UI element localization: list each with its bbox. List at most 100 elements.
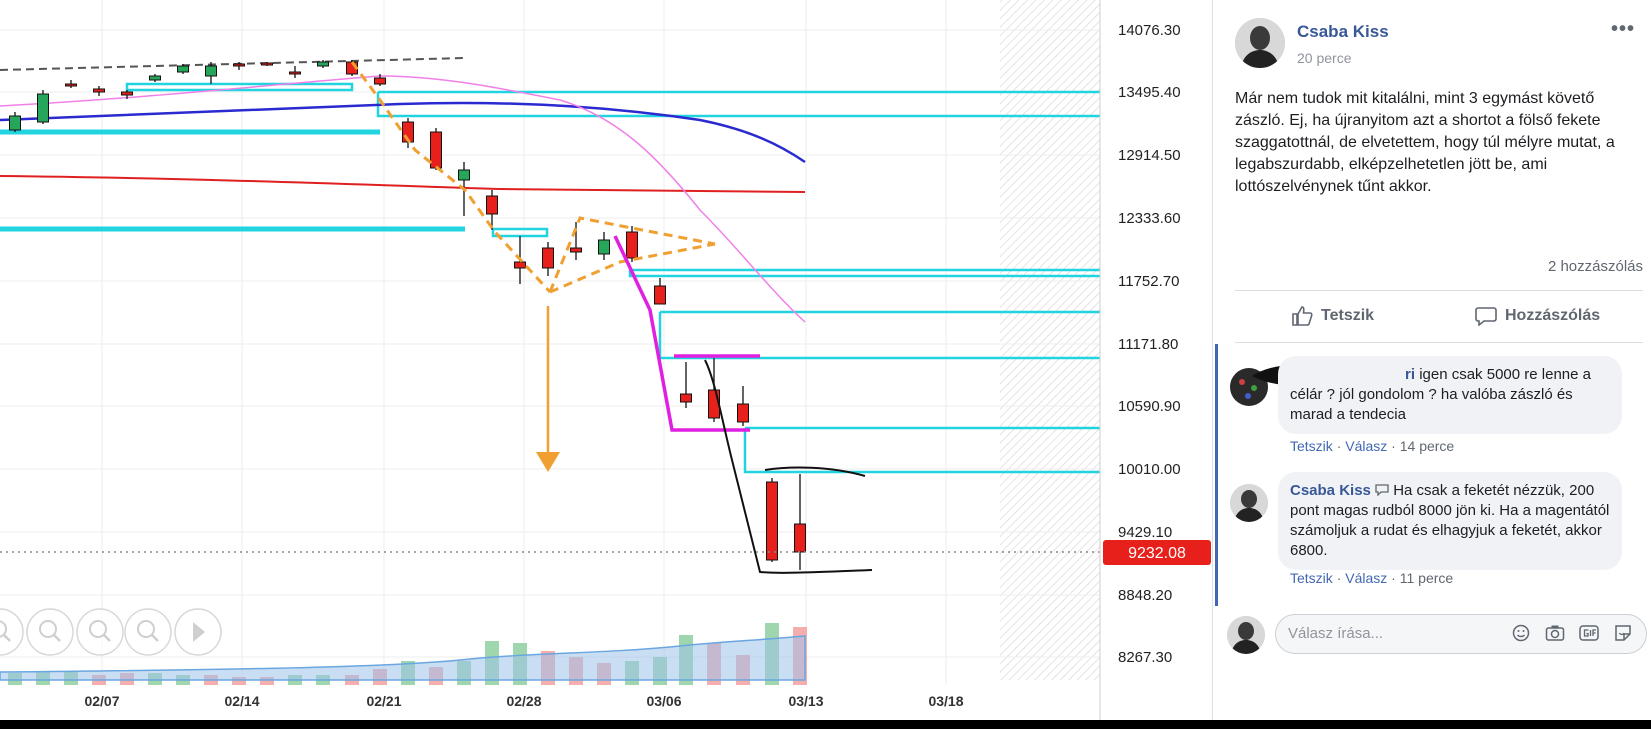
zoom-in-icon[interactable] bbox=[76, 608, 124, 656]
zone-small bbox=[491, 227, 549, 238]
commenter-name[interactable]: ri bbox=[1405, 366, 1416, 383]
speech-bubble-icon bbox=[1475, 307, 1497, 326]
comment-reply-link[interactable]: Válasz bbox=[1345, 438, 1388, 454]
commenter-avatar[interactable] bbox=[1230, 484, 1268, 522]
comment-like-link[interactable]: Tetszik bbox=[1290, 438, 1333, 454]
price-axis-label: 9429.10 bbox=[1118, 524, 1172, 541]
candle bbox=[177, 64, 189, 74]
post-body-text: Már nem tudok mit kitalálni, mint 3 egym… bbox=[1235, 90, 1615, 195]
candle bbox=[9, 112, 21, 132]
candle bbox=[121, 90, 133, 99]
stock-chart[interactable]: 14076.30 13495.40 12914.50 12333.60 11752.70… bbox=[0, 0, 1212, 720]
comment-like-link[interactable]: Tetszik bbox=[1290, 570, 1333, 586]
magenta-flag-pole bbox=[613, 235, 750, 432]
comment-item: Csaba Kiss Ha csak a feketét nézzük, 200… bbox=[1230, 472, 1650, 602]
date-axis-label: 02/07 bbox=[84, 693, 119, 709]
facebook-post-panel: Csaba Kiss 20 perce ••• Már nem tudok mi… bbox=[1212, 0, 1651, 720]
candle bbox=[374, 74, 386, 86]
red-moving-average bbox=[0, 175, 806, 193]
price-axis-label: 13495.40 bbox=[1118, 84, 1181, 101]
candle bbox=[598, 232, 610, 260]
divider bbox=[1235, 290, 1643, 291]
candle bbox=[402, 118, 414, 148]
comment-reply-link[interactable]: Válasz bbox=[1345, 570, 1388, 586]
candle bbox=[486, 190, 498, 230]
person-avatar-icon bbox=[1227, 616, 1265, 654]
person-avatar-icon bbox=[1230, 484, 1268, 522]
chart-grid bbox=[0, 0, 1100, 685]
date-axis-label: 03/13 bbox=[788, 693, 823, 709]
more-options-icon[interactable]: ••• bbox=[1610, 18, 1635, 40]
zoom-reset-icon[interactable] bbox=[26, 608, 74, 656]
sticker-icon[interactable] bbox=[1613, 624, 1633, 642]
date-axis-label: 02/21 bbox=[366, 693, 401, 709]
comment-meta: Tetszik · Válasz · 11 perce bbox=[1290, 570, 1454, 586]
zoom-out-icon[interactable] bbox=[0, 608, 24, 656]
zoom-fit-icon[interactable] bbox=[124, 608, 172, 656]
taskbar-strip bbox=[0, 720, 1651, 729]
zone-472 bbox=[743, 428, 1100, 474]
comment-item: ri igen csak 5000 re lenne a célár ? jól… bbox=[1230, 356, 1650, 476]
volume-bar bbox=[232, 677, 246, 685]
post-timestamp[interactable]: 20 perce bbox=[1297, 50, 1352, 66]
comment-bubble: Csaba Kiss Ha csak a feketét nézzük, 200… bbox=[1278, 472, 1622, 570]
candle bbox=[205, 62, 217, 84]
candle bbox=[317, 60, 329, 68]
candle bbox=[65, 80, 77, 88]
chart-toolbar bbox=[0, 608, 222, 656]
price-axis-label: 14076.30 bbox=[1118, 22, 1181, 39]
comment-text: Ha csak a feketét nézzük, 200 pont magas… bbox=[1290, 482, 1610, 559]
author-badge-icon bbox=[1375, 484, 1389, 497]
candle bbox=[261, 62, 273, 66]
emoji-icon[interactable] bbox=[1511, 624, 1531, 642]
price-axis-label: 8848.20 bbox=[1118, 587, 1172, 604]
candle bbox=[149, 74, 161, 82]
black-hand-drawn-flag bbox=[704, 359, 873, 574]
comment-bubble: ri igen csak 5000 re lenne a célár ? jól… bbox=[1278, 356, 1622, 434]
orange-target-arrow-head bbox=[536, 452, 560, 472]
like-button-label: Tetszik bbox=[1321, 307, 1375, 324]
gif-icon[interactable] bbox=[1579, 624, 1599, 642]
candle bbox=[737, 386, 749, 426]
author-avatar[interactable] bbox=[1235, 18, 1285, 68]
commenter-name[interactable]: Csaba Kiss bbox=[1290, 482, 1371, 499]
post-author-name[interactable]: Csaba Kiss bbox=[1297, 22, 1389, 41]
price-axis-label: 11752.70 bbox=[1118, 273, 1179, 290]
divider bbox=[1235, 342, 1643, 343]
black-dashed-trendline bbox=[0, 57, 466, 71]
candle bbox=[708, 358, 720, 422]
comment-time[interactable]: 14 perce bbox=[1399, 438, 1455, 454]
date-axis-label: 02/28 bbox=[506, 693, 541, 709]
comment-meta: Tetszik · Válasz · 14 perce bbox=[1290, 438, 1455, 454]
comment-time[interactable]: 11 perce bbox=[1399, 570, 1454, 586]
price-axis-label: 8267.30 bbox=[1118, 649, 1172, 666]
play-icon[interactable] bbox=[174, 608, 222, 656]
date-axis: 02/07 02/14 02/21 02/28 03/06 03/13 03/18 bbox=[84, 693, 963, 709]
candle bbox=[93, 86, 105, 96]
zone-mid-box bbox=[628, 270, 1100, 278]
thumbs-up-icon bbox=[1292, 306, 1313, 326]
comment-button-label: Hozzászólás bbox=[1505, 307, 1601, 324]
zone-top-box bbox=[376, 92, 1100, 118]
cyan-zones bbox=[0, 82, 1100, 474]
candle bbox=[37, 90, 49, 124]
candle bbox=[233, 62, 245, 70]
zone-1 bbox=[125, 82, 354, 92]
pink-moving-average bbox=[0, 75, 806, 323]
reply-row: Válasz írása... bbox=[1227, 612, 1647, 658]
current-user-avatar[interactable] bbox=[1227, 616, 1265, 654]
blue-moving-average bbox=[0, 101, 806, 164]
chart-canvas[interactable]: 14076.30 13495.40 12914.50 12333.60 11752.70… bbox=[0, 0, 1212, 720]
date-axis-label: 02/14 bbox=[224, 693, 259, 709]
current-price-tag bbox=[1103, 540, 1211, 565]
comment-count-link[interactable]: 2 hozzászólás bbox=[1547, 258, 1643, 275]
price-axis-label: 10010.00 bbox=[1118, 461, 1181, 478]
like-button[interactable]: Tetszik bbox=[1291, 306, 1374, 326]
candle bbox=[626, 226, 638, 262]
comment-button[interactable]: Hozzászólás bbox=[1475, 306, 1600, 326]
camera-icon[interactable] bbox=[1545, 624, 1565, 642]
price-axis: 14076.30 13495.40 12914.50 12333.60 11752.70… bbox=[1118, 22, 1181, 666]
candle bbox=[430, 128, 442, 170]
future-area bbox=[1000, 0, 1100, 680]
price-axis-label: 12914.50 bbox=[1118, 147, 1181, 164]
